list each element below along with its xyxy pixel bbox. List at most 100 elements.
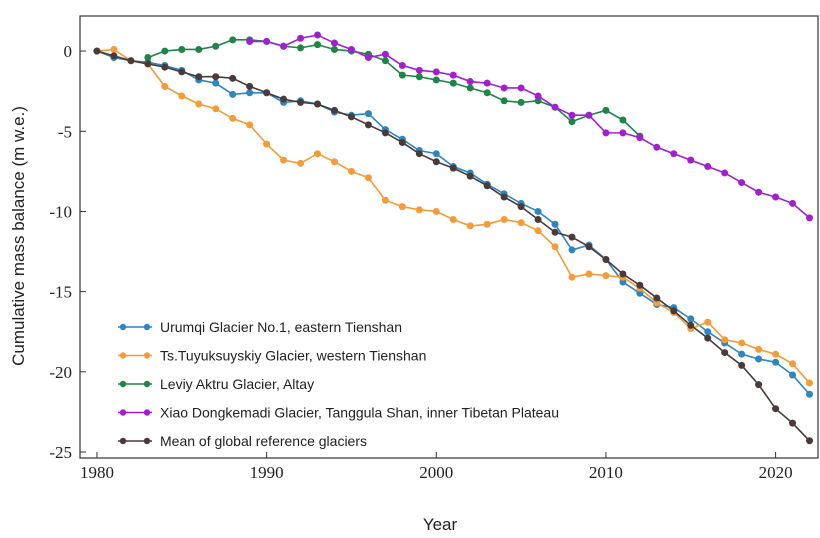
data-point — [636, 134, 644, 142]
data-point — [297, 98, 305, 106]
data-point — [415, 73, 423, 81]
data-point — [229, 36, 237, 44]
data-point — [738, 350, 746, 358]
data-point — [466, 78, 474, 86]
legend-label: Xiao Dongkemadi Glacier, Tanggula Shan, … — [160, 405, 559, 421]
data-point — [687, 156, 695, 164]
data-point — [619, 116, 627, 124]
data-point — [398, 62, 406, 70]
data-point — [229, 114, 237, 122]
data-point — [381, 50, 389, 58]
data-point — [330, 45, 338, 53]
data-point — [551, 103, 559, 111]
data-point — [568, 118, 576, 126]
data-point — [212, 105, 220, 113]
data-point — [415, 150, 423, 158]
data-point — [432, 207, 440, 215]
data-point — [212, 79, 220, 87]
y-tick-label: 0 — [64, 42, 73, 61]
legend-marker — [143, 380, 151, 388]
plot-frame — [79, 15, 819, 459]
data-point — [432, 158, 440, 166]
data-point — [483, 79, 491, 87]
data-point — [364, 53, 372, 61]
data-point — [602, 129, 610, 137]
data-point — [534, 97, 542, 105]
data-point — [297, 34, 305, 42]
data-point — [212, 73, 220, 81]
data-point — [738, 361, 746, 369]
data-point — [551, 220, 559, 228]
legend-marker — [119, 437, 127, 445]
data-point — [517, 98, 525, 106]
data-point — [534, 92, 542, 100]
data-point — [551, 228, 559, 236]
legend-label: Urumqi Glacier No.1, eastern Tienshan — [160, 319, 402, 335]
data-point — [755, 355, 763, 363]
data-point — [127, 57, 135, 65]
legend-label: Ts.Tuyuksuyskiy Glacier, western Tiensha… — [160, 348, 426, 364]
data-point — [534, 207, 542, 215]
data-point — [568, 246, 576, 254]
data-point — [432, 76, 440, 84]
data-point — [806, 390, 814, 398]
legend-label: Mean of global reference glaciers — [160, 433, 367, 449]
data-point — [330, 106, 338, 114]
data-point — [161, 47, 169, 55]
legend-marker — [119, 323, 127, 331]
data-point — [195, 45, 203, 53]
data-point — [398, 203, 406, 211]
data-point — [483, 220, 491, 228]
data-point — [263, 140, 271, 148]
data-point — [755, 381, 763, 389]
data-point — [415, 206, 423, 214]
data-point — [500, 193, 508, 201]
data-point — [619, 129, 627, 137]
data-point — [280, 95, 288, 103]
data-point — [772, 193, 780, 201]
data-point — [347, 167, 355, 175]
data-point — [500, 97, 508, 105]
data-point — [297, 44, 305, 52]
data-point — [432, 150, 440, 158]
data-point — [806, 214, 814, 222]
data-point — [364, 121, 372, 129]
y-tick-label: -20 — [49, 363, 72, 382]
data-point — [381, 57, 389, 65]
data-point — [517, 84, 525, 92]
data-point — [314, 41, 322, 49]
data-point — [721, 336, 729, 344]
y-tick-label: -10 — [49, 202, 72, 221]
data-point — [466, 84, 474, 92]
data-point — [670, 150, 678, 158]
data-point — [178, 92, 186, 100]
data-point — [602, 106, 610, 114]
y-tick-label: -5 — [58, 122, 72, 141]
data-point — [551, 243, 559, 251]
data-point — [246, 121, 254, 129]
data-point — [653, 294, 661, 302]
data-point — [466, 172, 474, 180]
data-point — [161, 82, 169, 90]
data-point — [738, 179, 746, 187]
data-point — [806, 379, 814, 387]
data-point — [449, 164, 457, 172]
data-point — [653, 299, 661, 307]
data-point — [398, 138, 406, 146]
legend-marker — [119, 409, 127, 416]
data-point — [534, 227, 542, 235]
data-point — [246, 82, 254, 90]
data-point — [178, 45, 186, 53]
y-tick-label: -15 — [49, 283, 72, 302]
data-point — [449, 79, 457, 87]
data-point — [789, 199, 797, 207]
data-point — [229, 90, 237, 98]
data-point — [738, 339, 746, 347]
data-point — [144, 60, 152, 68]
legend-marker — [143, 437, 151, 445]
data-point — [704, 318, 712, 326]
data-point — [500, 215, 508, 223]
data-point — [619, 278, 627, 286]
data-point — [568, 233, 576, 241]
